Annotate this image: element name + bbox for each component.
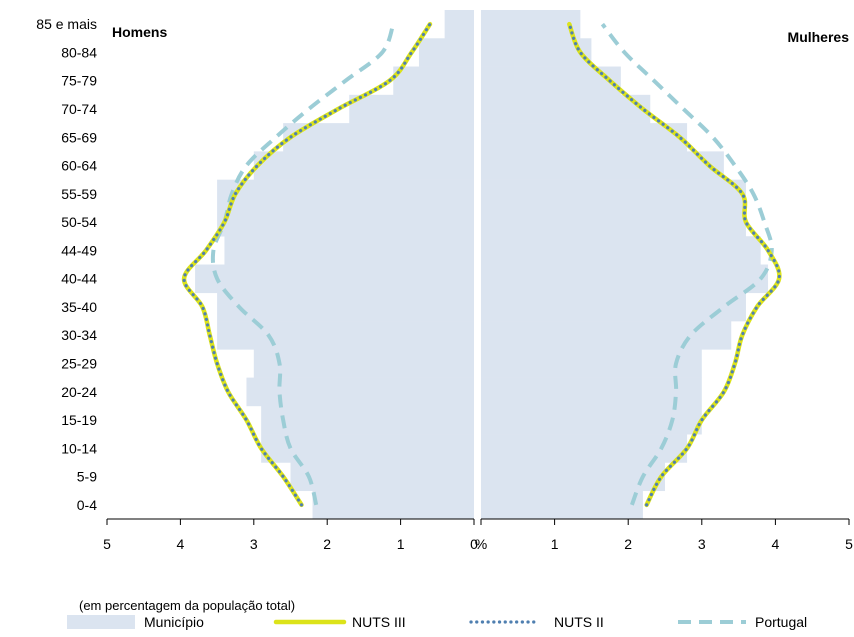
- age-label-15-19: 15-19: [61, 412, 97, 428]
- bar-homens-65-69: [283, 123, 474, 152]
- bar-mulheres-20-24: [481, 377, 702, 407]
- labels-layer: 5 4 3 2 1 0% 1 2 3 4 5 0-4 5-9 10-14 15-19 20-24 25-29 30…: [36, 16, 853, 552]
- bar-homens-0-4: [312, 490, 474, 520]
- legend-label-nuts-iii: NUTS III: [352, 614, 406, 630]
- panel-title-homens: Homens: [112, 24, 167, 40]
- bar-homens-75-79: [393, 66, 474, 96]
- bar-homens-10-14: [261, 434, 474, 463]
- bar-homens-70-74: [349, 94, 474, 124]
- age-label-5-9: 5-9: [77, 469, 97, 485]
- age-label-50-54: 50-54: [61, 214, 97, 230]
- line-portugal-mulheres: [600, 22, 774, 506]
- bar-mulheres-30-34: [481, 321, 732, 350]
- line-portugal-homens: [210, 23, 396, 506]
- bar-mulheres-15-19: [481, 405, 702, 435]
- tick-label-right-5: 5: [845, 536, 853, 552]
- bar-mulheres-60-64: [481, 151, 724, 180]
- legend-swatch-município: [67, 615, 135, 629]
- bar-mulheres-25-29: [481, 349, 702, 378]
- axis-layer: [106, 518, 850, 525]
- bar-mulheres-50-54: [481, 207, 746, 237]
- bar-mulheres-44-49: [481, 236, 761, 265]
- tick-label-left-5: 5: [103, 536, 111, 552]
- age-label-85 e mais: 85 e mais: [36, 16, 97, 32]
- tick-label-left-2: 2: [323, 536, 331, 552]
- legend-label-município: Município: [144, 614, 204, 630]
- age-label-55-59: 55-59: [61, 186, 97, 202]
- age-label-20-24: 20-24: [61, 384, 97, 400]
- tick-label-right-1: 1: [551, 536, 559, 552]
- line-nuts-ii-mulheres: [567, 22, 781, 507]
- bar-mulheres-85 e mais: [481, 10, 581, 39]
- panel-title-mulheres: Mulheres: [788, 29, 850, 45]
- bar-homens-80-84: [418, 38, 474, 67]
- bar-homens-15-19: [261, 405, 474, 435]
- age-label-80-84: 80-84: [61, 44, 97, 60]
- bar-homens-44-49: [224, 236, 474, 265]
- age-label-30-34: 30-34: [61, 327, 97, 343]
- bar-mulheres-0-4: [481, 490, 643, 520]
- axis-note: (em percentagem da população total): [79, 598, 295, 613]
- bar-homens-40-44: [195, 264, 474, 294]
- bar-homens-55-59: [217, 179, 474, 209]
- lines-layer: [181, 21, 782, 508]
- bar-homens-50-54: [217, 207, 474, 237]
- age-label-75-79: 75-79: [61, 73, 97, 89]
- bar-mulheres-70-74: [481, 94, 651, 124]
- tick-label-right-0: %: [475, 536, 487, 552]
- bars-layer: [195, 10, 769, 520]
- legend: Município NUTS III NUTS II Portugal: [67, 614, 807, 630]
- bar-mulheres-65-69: [481, 123, 688, 152]
- tick-label-right-2: 2: [624, 536, 632, 552]
- tick-label-left-4: 4: [177, 536, 185, 552]
- line-nuts-ii-homens: [182, 22, 432, 507]
- bar-mulheres-5-9: [481, 462, 665, 492]
- bar-homens-25-29: [253, 349, 474, 378]
- age-label-70-74: 70-74: [61, 101, 97, 117]
- bar-homens-60-64: [253, 151, 474, 180]
- bar-mulheres-80-84: [481, 38, 592, 67]
- age-label-35-40: 35-40: [61, 299, 97, 315]
- legend-label-portugal: Portugal: [755, 614, 807, 630]
- bar-mulheres-10-14: [481, 434, 688, 463]
- tick-label-left-0: 0: [470, 536, 478, 552]
- age-label-60-64: 60-64: [61, 158, 97, 174]
- tick-label-right-3: 3: [698, 536, 706, 552]
- tick-label-right-4: 4: [772, 536, 780, 552]
- bar-homens-85 e mais: [444, 10, 474, 39]
- bar-homens-30-34: [217, 321, 474, 350]
- bar-homens-35-40: [217, 292, 474, 322]
- tick-label-left-3: 3: [250, 536, 258, 552]
- legend-label-nuts-ii: NUTS II: [554, 614, 604, 630]
- bar-homens-5-9: [290, 462, 474, 492]
- age-label-40-44: 40-44: [61, 271, 97, 287]
- bar-mulheres-40-44: [481, 264, 769, 294]
- age-label-65-69: 65-69: [61, 129, 97, 145]
- tick-label-left-1: 1: [397, 536, 405, 552]
- bar-mulheres-55-59: [481, 179, 746, 209]
- bar-mulheres-35-40: [481, 292, 746, 322]
- age-label-25-29: 25-29: [61, 355, 97, 371]
- bar-homens-20-24: [246, 377, 474, 407]
- age-label-10-14: 10-14: [61, 440, 97, 456]
- age-label-0-4: 0-4: [77, 497, 97, 513]
- age-label-44-49: 44-49: [61, 242, 97, 258]
